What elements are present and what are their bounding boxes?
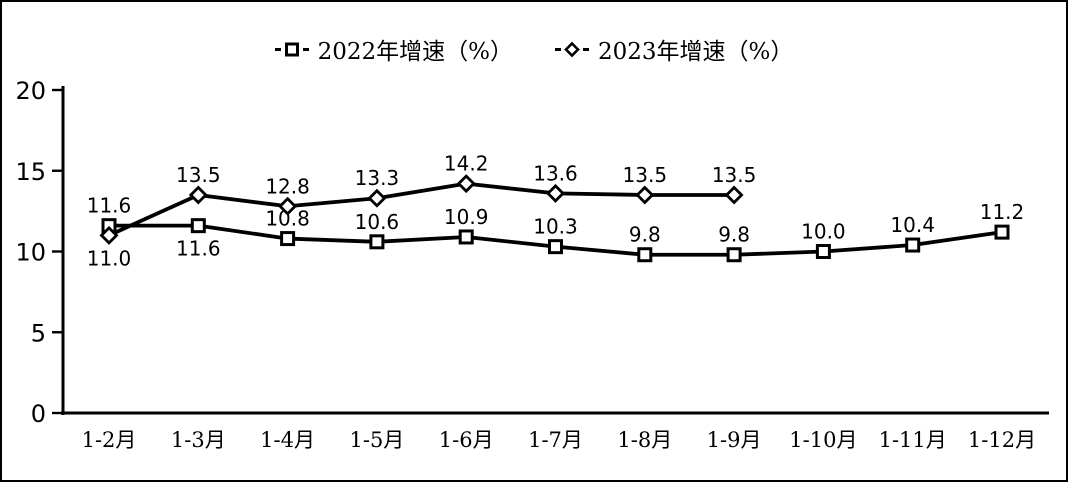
- data-point-label: 11.2: [980, 200, 1025, 224]
- data-point-label: 10.0: [801, 220, 846, 244]
- x-category-label: 1-4月: [260, 428, 315, 452]
- data-point-label: 13.6: [533, 161, 578, 185]
- legend-item-2023: 2023年增速（%）: [555, 32, 793, 66]
- data-point-diamond-marker: [546, 183, 565, 203]
- data-point-square-marker: [994, 224, 1010, 240]
- legend-label-2023: 2023年增速（%）: [598, 39, 794, 65]
- data-point-square-marker: [726, 247, 742, 263]
- legend-item-2022: 2022年增速（%）: [274, 32, 513, 66]
- data-point-label: 10.3: [533, 215, 578, 239]
- data-point-diamond-marker: [456, 174, 476, 194]
- data-point-label: 10.6: [355, 210, 400, 234]
- data-point-label: 11.6: [176, 237, 221, 261]
- y-tick-label: 20: [15, 77, 46, 105]
- data-point-diamond-marker: [99, 225, 119, 245]
- data-point-label: 10.4: [890, 213, 935, 237]
- y-tick-label: 10: [15, 239, 46, 267]
- data-point-label: 13.5: [623, 163, 668, 187]
- data-point-label: 11.6: [87, 194, 132, 218]
- legend-label-2022: 2022年增速（%）: [317, 39, 513, 65]
- data-point-square-marker: [369, 234, 385, 250]
- data-point-label: 14.2: [444, 152, 489, 176]
- data-point-square-marker: [458, 229, 474, 245]
- data-point-label: 13.3: [355, 166, 400, 190]
- data-point-label: 12.8: [265, 174, 310, 198]
- x-category-label: 1-11月: [879, 428, 947, 452]
- data-point-label: 10.9: [444, 205, 489, 229]
- data-point-diamond-marker: [278, 196, 298, 216]
- x-category-label: 1-3月: [171, 428, 226, 452]
- x-category-label: 1-6月: [439, 428, 494, 452]
- x-category-label: 1-5月: [349, 428, 404, 452]
- data-point-label: 11.0: [87, 246, 132, 270]
- data-point-diamond-marker: [635, 185, 655, 205]
- data-point-square-marker: [190, 218, 206, 234]
- y-tick-label: 5: [31, 319, 46, 347]
- data-point-diamond-marker: [188, 185, 208, 205]
- legend: 2022年增速（%） 2023年增速（%）: [2, 32, 1066, 66]
- x-category-label: 1-12月: [968, 428, 1036, 452]
- data-point-square-marker: [905, 237, 921, 253]
- data-point-square-marker: [815, 244, 831, 259]
- data-point-label: 9.8: [718, 223, 750, 247]
- x-category-label: 1-8月: [617, 428, 672, 452]
- x-category-label: 1-9月: [707, 428, 762, 452]
- y-tick-label: 0: [31, 400, 46, 428]
- data-point-square-marker: [637, 247, 653, 263]
- data-point-diamond-marker: [724, 185, 744, 205]
- data-point-diamond-marker: [367, 188, 387, 208]
- x-category-label: 1-10月: [789, 428, 857, 452]
- data-point-label: 13.5: [712, 163, 757, 187]
- series-line-2023: [108, 181, 735, 238]
- x-category-label: 1-2月: [82, 428, 137, 452]
- legend-marker-diamond-icon: [555, 41, 589, 57]
- data-point-square-marker: [280, 231, 296, 247]
- data-point-label: 9.8: [629, 223, 661, 247]
- y-tick-label: 15: [15, 158, 46, 186]
- legend-marker-square-icon: [274, 42, 309, 56]
- data-point-square-marker: [548, 239, 563, 255]
- x-category-label: 1-7月: [528, 428, 583, 452]
- data-point-label: 13.5: [176, 163, 221, 187]
